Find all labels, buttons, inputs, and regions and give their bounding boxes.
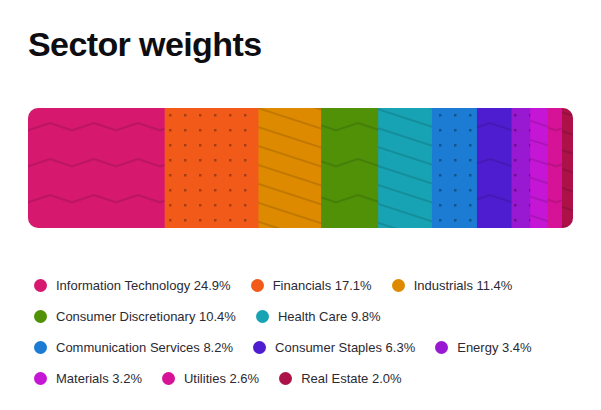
legend-label: Health Care 9.8% (278, 309, 381, 324)
legend-item-utilities: Utilities 2.6% (162, 369, 259, 387)
legend-swatch-consumer-discretionary-icon (34, 310, 47, 323)
legend-item-consumer-staples: Consumer Staples 6.3% (253, 338, 415, 356)
legend-label: Financials 17.1% (273, 278, 372, 293)
legend-label: Consumer Discretionary 10.4% (56, 309, 236, 324)
legend-item-communication-services: Communication Services 8.2% (34, 338, 233, 356)
zigzag-pattern-overlay (28, 108, 166, 228)
sector-weights-bar (28, 108, 573, 228)
legend-swatch-financials-icon (251, 279, 264, 292)
legend-item-industrials: Industrials 11.4% (392, 276, 513, 294)
legend-item-health-care: Health Care 9.8% (256, 307, 381, 325)
legend-label: Real Estate 2.0% (301, 371, 401, 386)
legend-label: Industrials 11.4% (414, 278, 513, 293)
zigzag-pattern-overlay (321, 108, 379, 228)
legend-swatch-information-technology-icon (34, 279, 47, 292)
legend-label: Energy 3.4% (457, 340, 531, 355)
legend-label: Communication Services 8.2% (56, 340, 233, 355)
legend-label: Utilities 2.6% (184, 371, 259, 386)
dots-pattern-overlay (432, 108, 478, 228)
legend-item-information-technology: Information Technology 24.9% (34, 276, 231, 294)
diag-pattern-overlay (562, 108, 573, 228)
legend-label: Information Technology 24.9% (56, 278, 231, 293)
zigzag-pattern-overlay (477, 108, 513, 228)
legend-item-consumer-discretionary: Consumer Discretionary 10.4% (34, 307, 236, 325)
legend-item-financials: Financials 17.1% (251, 276, 372, 294)
dots-pattern-overlay (165, 108, 260, 228)
page-title: Sector weights (28, 22, 573, 66)
diag-pattern-overlay (378, 108, 433, 228)
legend: Information Technology 24.9% Financials … (34, 276, 579, 387)
legend-swatch-industrials-icon (392, 279, 405, 292)
legend-swatch-communication-services-icon (34, 341, 47, 354)
legend-item-real-estate: Real Estate 2.0% (279, 369, 401, 387)
zigzag-pattern-overlay (548, 108, 563, 228)
diag-pattern-overlay (530, 108, 549, 228)
sector-weights-page: Sector weights Information Technology 24… (0, 0, 601, 410)
legend-swatch-consumer-staples-icon (253, 341, 266, 354)
legend-item-energy: Energy 3.4% (435, 338, 531, 356)
sector-bar-svg (28, 108, 573, 228)
legend-swatch-real-estate-icon (279, 372, 292, 385)
legend-label: Materials 3.2% (56, 371, 142, 386)
legend-item-materials: Materials 3.2% (34, 369, 142, 387)
dots-pattern-overlay (512, 108, 532, 228)
legend-swatch-health-care-icon (256, 310, 269, 323)
diag-pattern-overlay (259, 108, 323, 228)
legend-label: Consumer Staples 6.3% (275, 340, 415, 355)
legend-swatch-materials-icon (34, 372, 47, 385)
legend-swatch-utilities-icon (162, 372, 175, 385)
legend-swatch-energy-icon (435, 341, 448, 354)
